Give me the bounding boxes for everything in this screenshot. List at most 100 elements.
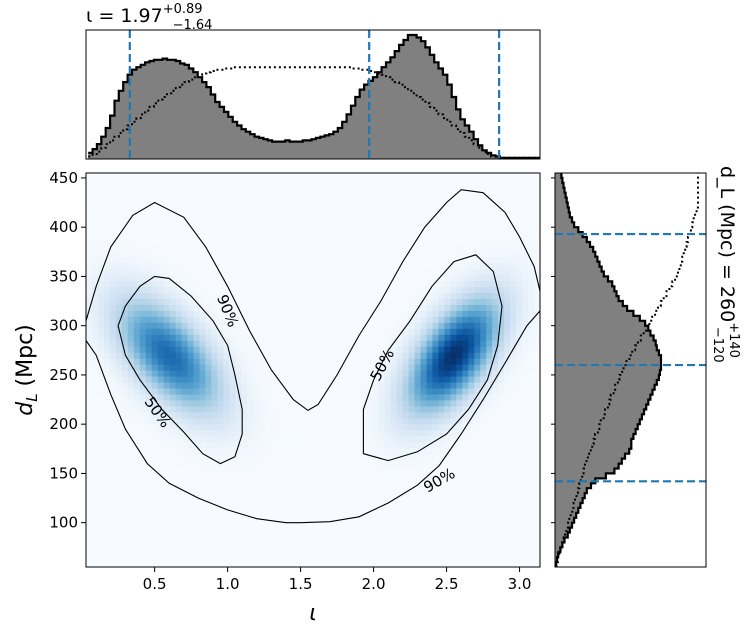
heatmap-cell bbox=[324, 495, 332, 502]
heatmap-cell bbox=[510, 178, 517, 186]
heatmap-cell bbox=[151, 381, 159, 389]
heatmap-cell bbox=[324, 393, 332, 401]
heatmap-cell bbox=[157, 358, 165, 365]
heatmap-cell bbox=[432, 232, 440, 240]
heatmap-cell bbox=[86, 334, 93, 341]
heatmap-cell bbox=[444, 190, 451, 198]
heatmap-cell bbox=[307, 214, 314, 222]
heatmap-cell bbox=[109, 495, 117, 502]
heatmap-cell bbox=[336, 459, 344, 467]
heatmap-cell bbox=[121, 471, 129, 479]
heatmap-cell bbox=[151, 555, 159, 562]
heatmap-cell bbox=[217, 513, 224, 520]
heatmap-cell bbox=[486, 507, 493, 514]
heatmap-cell bbox=[193, 304, 201, 311]
heatmap-cell bbox=[277, 459, 284, 467]
heatmap-cell bbox=[169, 310, 177, 317]
heatmap-cell bbox=[235, 447, 242, 455]
heatmap-cell bbox=[432, 220, 440, 228]
heatmap-cell bbox=[301, 238, 308, 246]
heatmap-cell bbox=[522, 399, 529, 407]
heatmap-cell bbox=[277, 256, 284, 264]
heatmap-cell bbox=[474, 220, 481, 228]
heatmap-cell bbox=[498, 489, 505, 496]
heatmap-cell bbox=[480, 543, 487, 550]
heatmap-cell bbox=[420, 262, 428, 270]
heatmap-cell bbox=[169, 375, 177, 383]
heatmap-cell bbox=[91, 549, 99, 556]
heatmap-cell bbox=[342, 447, 350, 455]
heatmap-cell bbox=[217, 507, 224, 514]
heatmap-cell bbox=[163, 286, 171, 293]
heatmap-cell bbox=[157, 250, 165, 258]
heatmap-cell bbox=[139, 370, 147, 377]
heatmap-cell bbox=[103, 399, 111, 407]
heatmap-cell bbox=[450, 370, 457, 377]
heatmap-cell bbox=[372, 214, 380, 222]
heatmap-cell bbox=[163, 507, 171, 514]
heatmap-cell bbox=[223, 292, 230, 299]
heatmap-cell bbox=[193, 555, 201, 562]
heatmap-cell bbox=[91, 477, 99, 485]
heatmap-cell bbox=[468, 220, 475, 228]
heatmap-cell bbox=[414, 244, 422, 252]
heatmap-cell bbox=[217, 364, 224, 371]
heatmap-cell bbox=[354, 304, 362, 311]
heatmap-cell bbox=[498, 537, 505, 544]
heatmap-cell bbox=[121, 250, 129, 258]
heatmap-cell bbox=[384, 352, 392, 359]
heatmap-cell bbox=[145, 417, 153, 425]
heatmap-cell bbox=[372, 459, 380, 467]
heatmap-cell bbox=[109, 393, 117, 401]
heatmap-cell bbox=[253, 435, 260, 443]
heatmap-cell bbox=[145, 310, 153, 317]
heatmap-cell bbox=[516, 268, 523, 276]
heatmap-cell bbox=[277, 495, 284, 502]
heatmap-cell bbox=[324, 429, 332, 437]
heatmap-cell bbox=[420, 304, 428, 311]
heatmap-cell bbox=[241, 358, 248, 365]
heatmap-cell bbox=[366, 477, 374, 485]
heatmap-cell bbox=[420, 399, 428, 407]
heatmap-cell bbox=[348, 268, 356, 276]
heatmap-cell bbox=[235, 501, 242, 508]
heatmap-cell bbox=[462, 519, 469, 526]
heatmap-cell bbox=[492, 501, 499, 508]
heatmap-cell bbox=[456, 447, 463, 455]
heatmap-cell bbox=[295, 328, 302, 335]
heatmap-cell bbox=[366, 405, 374, 413]
heatmap-cell bbox=[390, 441, 398, 449]
heatmap-cell bbox=[468, 405, 475, 413]
heatmap-cell bbox=[498, 531, 505, 538]
heatmap-cell bbox=[235, 310, 242, 317]
heatmap-cell bbox=[414, 178, 422, 186]
heatmap-cell bbox=[223, 220, 230, 228]
heatmap-cell bbox=[115, 196, 123, 204]
heatmap-cell bbox=[271, 256, 278, 264]
heatmap-cell bbox=[247, 364, 254, 371]
heatmap-cell bbox=[295, 334, 302, 341]
heatmap-cell bbox=[241, 244, 248, 252]
heatmap-cell bbox=[241, 435, 248, 443]
heatmap-cell bbox=[121, 519, 129, 526]
heatmap-cell bbox=[313, 375, 320, 383]
heatmap-cell bbox=[199, 214, 207, 222]
heatmap-cell bbox=[336, 268, 344, 276]
heatmap-cell bbox=[253, 477, 260, 485]
heatmap-cell bbox=[307, 292, 314, 299]
heatmap-cell bbox=[157, 352, 165, 359]
heatmap-cell bbox=[235, 173, 242, 180]
heatmap-cell bbox=[265, 292, 272, 299]
heatmap-cell bbox=[169, 262, 177, 270]
heatmap-cell bbox=[235, 364, 242, 371]
heatmap-cell bbox=[516, 280, 523, 288]
heatmap-cell bbox=[408, 483, 416, 490]
heatmap-cell bbox=[324, 471, 332, 479]
heatmap-cell bbox=[528, 465, 535, 473]
heatmap-cell bbox=[324, 292, 332, 299]
heatmap-cell bbox=[253, 208, 260, 216]
heatmap-cell bbox=[420, 387, 428, 395]
heatmap-cell bbox=[390, 280, 398, 288]
heatmap-cell bbox=[193, 543, 201, 550]
